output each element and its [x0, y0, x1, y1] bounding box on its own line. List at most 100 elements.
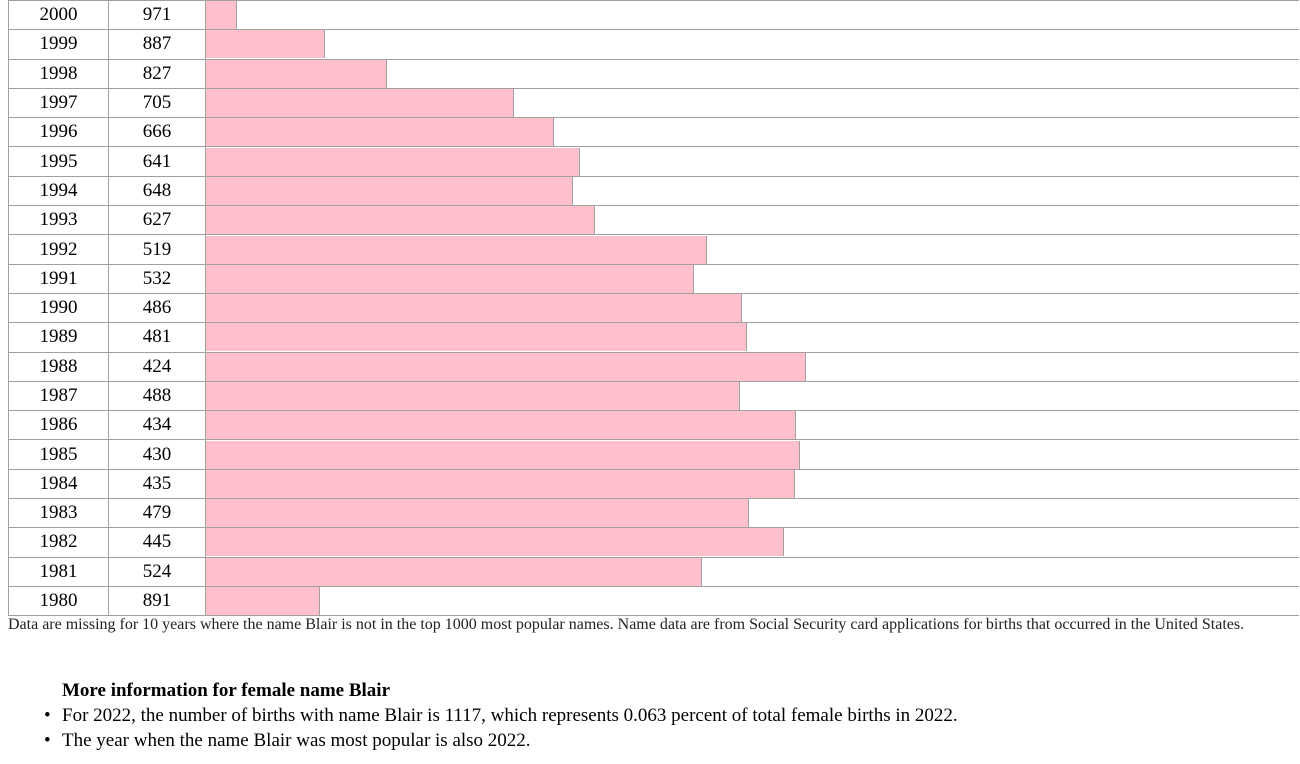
table-row: 1986 434 — [8, 410, 1299, 441]
rank-cell: 524 — [108, 556, 206, 587]
rank-bar — [206, 587, 321, 616]
table-row: 1990 486 — [8, 292, 1299, 324]
table-row: 1982 445 — [8, 527, 1299, 558]
year-cell: 1998 — [8, 58, 109, 89]
year-cell: 1986 — [8, 410, 109, 441]
year-cell: 1980 — [8, 585, 109, 617]
rank-cell: 488 — [108, 380, 206, 412]
rank-bar — [206, 323, 747, 352]
bullet-icon: • — [44, 730, 51, 751]
table-row: 1984 435 — [8, 468, 1299, 500]
table-row: 1987 488 — [8, 380, 1299, 412]
rank-bar — [206, 206, 595, 235]
rank-bar — [206, 30, 325, 59]
bar-cell — [205, 234, 1299, 265]
bar-cell — [205, 585, 1299, 617]
rank-bar — [206, 352, 806, 381]
rank-cell: 648 — [108, 175, 206, 207]
rank-bar — [206, 499, 749, 528]
table-row: 1994 648 — [8, 175, 1299, 207]
rank-cell: 435 — [108, 468, 206, 500]
bar-cell — [205, 527, 1299, 558]
rank-bar — [206, 557, 702, 586]
bar-cell — [205, 146, 1299, 177]
bar-cell — [205, 263, 1299, 294]
rank-table-body: 2000 971 1999 887 1998 827 1997 705 1996 666 1995 6… — [8, 0, 1299, 617]
rank-cell: 666 — [108, 117, 206, 148]
year-cell: 1990 — [8, 292, 109, 324]
rank-cell: 486 — [108, 292, 206, 324]
bar-cell — [205, 117, 1299, 148]
rank-bar — [206, 469, 795, 498]
year-cell: 1985 — [8, 439, 109, 470]
table-row: 2000 971 — [8, 0, 1299, 31]
bar-cell — [205, 0, 1299, 31]
year-cell: 1995 — [8, 146, 109, 177]
rank-bar — [206, 147, 581, 176]
bar-cell — [205, 175, 1299, 207]
table-row: 1997 705 — [8, 87, 1299, 119]
year-cell: 1981 — [8, 556, 109, 587]
rank-bar — [206, 176, 574, 205]
bar-cell — [205, 292, 1299, 324]
year-cell: 1997 — [8, 87, 109, 119]
bar-cell — [205, 410, 1299, 441]
bar-cell — [205, 439, 1299, 470]
table-row: 1983 479 — [8, 498, 1299, 529]
bar-cell — [205, 351, 1299, 382]
rank-bar — [206, 294, 742, 323]
rank-bar — [206, 235, 708, 264]
year-cell: 1987 — [8, 380, 109, 412]
rank-cell: 445 — [108, 527, 206, 558]
bar-cell — [205, 322, 1299, 353]
table-row: 1999 887 — [8, 29, 1299, 60]
year-cell: 1982 — [8, 527, 109, 558]
year-cell: 1984 — [8, 468, 109, 500]
rank-cell: 827 — [108, 58, 206, 89]
year-cell: 1996 — [8, 117, 109, 148]
table-row: 1996 666 — [8, 117, 1299, 148]
table-row: 1995 641 — [8, 146, 1299, 177]
year-cell: 1994 — [8, 175, 109, 207]
rank-cell: 532 — [108, 263, 206, 294]
year-cell: 1989 — [8, 322, 109, 353]
bar-cell — [205, 498, 1299, 529]
rank-cell: 519 — [108, 234, 206, 265]
year-cell: 1983 — [8, 498, 109, 529]
rank-bar — [206, 89, 514, 118]
year-cell: 1992 — [8, 234, 109, 265]
rank-bar — [206, 382, 740, 410]
bullet-icon: • — [44, 705, 51, 726]
rank-cell: 641 — [108, 146, 206, 177]
rank-bar — [206, 528, 785, 557]
year-cell: 2000 — [8, 0, 109, 31]
bar-cell — [205, 87, 1299, 119]
bar-cell — [205, 380, 1299, 412]
table-row: 1993 627 — [8, 205, 1299, 236]
rank-cell: 424 — [108, 351, 206, 382]
year-cell: 1993 — [8, 205, 109, 236]
rank-cell: 434 — [108, 410, 206, 441]
rank-cell: 481 — [108, 322, 206, 353]
bar-cell — [205, 205, 1299, 236]
rank-cell: 891 — [108, 585, 206, 617]
rank-bar — [206, 118, 555, 147]
bar-cell — [205, 468, 1299, 500]
table-row: 1989 481 — [8, 322, 1299, 353]
list-item: • The year when the name Blair was most … — [44, 728, 1262, 753]
table-row: 1981 524 — [8, 556, 1299, 587]
rank-cell: 971 — [108, 0, 206, 31]
year-cell: 1991 — [8, 263, 109, 294]
rank-cell: 705 — [108, 87, 206, 119]
year-cell: 1999 — [8, 29, 109, 60]
bar-cell — [205, 58, 1299, 89]
rank-bar — [206, 440, 800, 469]
bar-cell — [205, 556, 1299, 587]
rank-cell: 479 — [108, 498, 206, 529]
rank-cell: 887 — [108, 29, 206, 60]
rank-table: 2000 971 1999 887 1998 827 1997 705 1996 666 1995 6… — [8, 0, 1299, 617]
info-item-text: The year when the name Blair was most po… — [62, 730, 531, 751]
rank-bar — [206, 1, 238, 30]
bar-cell — [205, 29, 1299, 60]
